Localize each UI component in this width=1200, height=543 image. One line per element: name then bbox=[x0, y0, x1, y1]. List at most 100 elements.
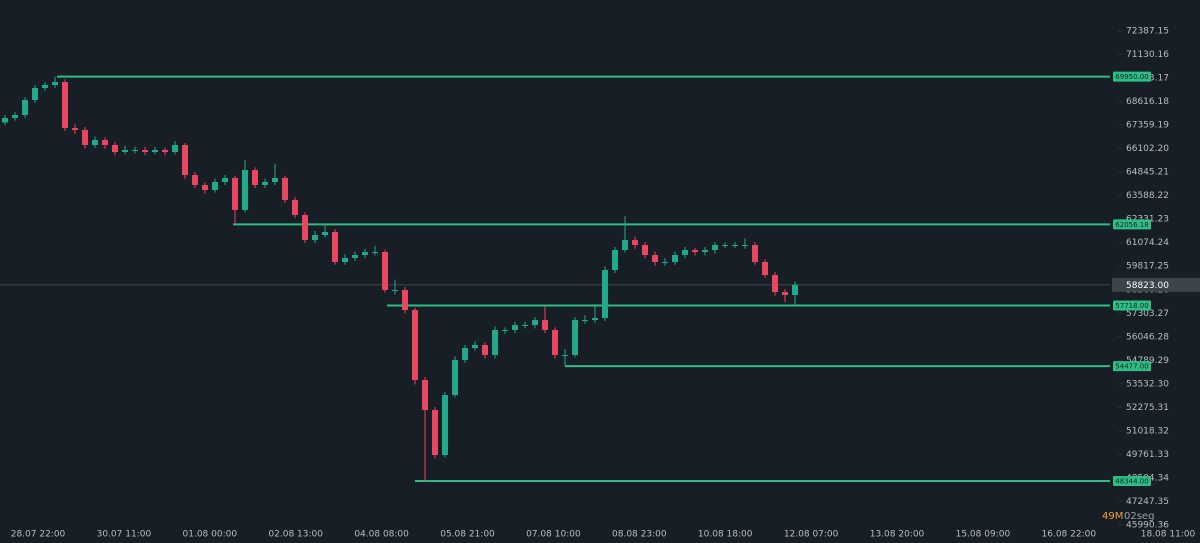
candle-body bbox=[622, 240, 628, 251]
candle-body bbox=[62, 82, 68, 129]
candle-body bbox=[402, 290, 408, 311]
candle-body bbox=[412, 310, 418, 381]
y-tick-label: 68616.18 bbox=[1126, 97, 1169, 107]
candle-body bbox=[502, 330, 508, 332]
candle-body bbox=[742, 245, 748, 247]
level-tag-label: 57718.00 bbox=[1115, 302, 1148, 310]
candle-body bbox=[422, 380, 428, 411]
candle-body bbox=[612, 250, 618, 271]
x-tick-label: 18.08 11:00 bbox=[1141, 530, 1196, 540]
y-tick-label: 47247.35 bbox=[1126, 497, 1169, 507]
candle-body bbox=[472, 345, 478, 349]
candle-body bbox=[92, 140, 98, 146]
x-tick-label: 02.08 13:00 bbox=[268, 530, 323, 540]
x-tick-label: 07.08 10:00 bbox=[526, 530, 581, 540]
y-tick-label: 66102.20 bbox=[1126, 144, 1169, 154]
y-tick-label: 52275.31 bbox=[1126, 403, 1169, 413]
candle-body bbox=[32, 88, 38, 101]
candle-body bbox=[292, 200, 298, 216]
candle-body bbox=[772, 275, 778, 293]
candle-body bbox=[482, 345, 488, 356]
y-tick-label: 67359.19 bbox=[1126, 121, 1169, 131]
candle-body bbox=[452, 360, 458, 396]
candle-body bbox=[652, 255, 658, 263]
current-price-label: 58823.00 bbox=[1126, 281, 1169, 291]
y-tick-label: 56046.28 bbox=[1126, 332, 1169, 342]
candle-body bbox=[602, 270, 608, 319]
y-tick-label: 51018.32 bbox=[1126, 426, 1169, 436]
x-tick-label: 01.08 00:00 bbox=[183, 530, 238, 540]
y-tick-label: 53532.30 bbox=[1126, 379, 1169, 389]
candle-body bbox=[42, 84, 48, 89]
candle-body bbox=[162, 150, 168, 153]
candle-body bbox=[122, 150, 128, 153]
level-tag-label: 69950.00 bbox=[1115, 73, 1148, 81]
candle-body bbox=[302, 215, 308, 241]
candle-body bbox=[202, 185, 208, 191]
y-tick-label: 72387.15 bbox=[1126, 27, 1169, 37]
countdown-minutes: 49M bbox=[1102, 511, 1123, 522]
level-tag bbox=[1113, 219, 1151, 230]
x-tick-label: 12.08 07:00 bbox=[784, 530, 839, 540]
y-tick-label: 64845.21 bbox=[1126, 168, 1169, 178]
x-tick-label: 04.08 08:00 bbox=[354, 530, 409, 540]
candle-body bbox=[192, 175, 198, 186]
candle-body bbox=[792, 284, 798, 296]
candle-body bbox=[522, 325, 528, 327]
candle-body bbox=[722, 245, 728, 247]
x-tick-label: 08.08 23:00 bbox=[612, 530, 667, 540]
candle-body bbox=[692, 250, 698, 253]
candle-body bbox=[352, 255, 358, 259]
x-tick-label: 05.08 21:00 bbox=[440, 530, 495, 540]
candle-body bbox=[632, 240, 638, 246]
candle-body bbox=[682, 250, 688, 256]
candle-body bbox=[252, 170, 258, 186]
y-tick-label: 63588.22 bbox=[1126, 191, 1169, 201]
candle-body bbox=[732, 245, 738, 247]
level-tag bbox=[1113, 475, 1151, 486]
candle-body bbox=[562, 355, 568, 357]
x-tick-label: 28.07 22:00 bbox=[11, 530, 66, 540]
y-tick-label: 57303.27 bbox=[1126, 309, 1169, 319]
candle-body bbox=[372, 252, 378, 254]
y-tick-label: 61074.24 bbox=[1126, 238, 1169, 248]
candle-body bbox=[332, 232, 338, 263]
candle-body bbox=[752, 245, 758, 263]
candle-body bbox=[582, 320, 588, 322]
candle-body bbox=[282, 178, 288, 201]
y-tick-label: 71130.16 bbox=[1126, 50, 1169, 60]
candle-body bbox=[592, 318, 598, 321]
candle-body bbox=[572, 320, 578, 356]
candle-body bbox=[272, 178, 278, 183]
candle-body bbox=[102, 140, 108, 146]
level-tag bbox=[1113, 71, 1151, 82]
candle-body bbox=[242, 170, 248, 211]
level-tag-label: 48344.00 bbox=[1115, 477, 1148, 485]
candle-body bbox=[12, 115, 18, 119]
candle-body bbox=[172, 145, 178, 153]
y-tick-label: 49761.33 bbox=[1126, 450, 1169, 460]
candle-body bbox=[392, 290, 398, 292]
level-tag-label: 62056.18 bbox=[1115, 221, 1148, 229]
candle-body bbox=[22, 100, 28, 116]
candle-body bbox=[702, 250, 708, 253]
level-tag bbox=[1113, 361, 1151, 372]
candle-body bbox=[492, 330, 498, 356]
x-tick-label: 16.08 22:00 bbox=[1042, 530, 1097, 540]
candle-body bbox=[342, 258, 348, 263]
candle-body bbox=[322, 232, 328, 236]
x-tick-label: 30.07 11:00 bbox=[97, 530, 152, 540]
candle-body bbox=[82, 130, 88, 146]
candle-body bbox=[362, 252, 368, 256]
candle-body bbox=[72, 128, 78, 131]
candle-body bbox=[642, 245, 648, 256]
level-tag-label: 54477.00 bbox=[1115, 363, 1148, 371]
candle-body bbox=[662, 262, 668, 264]
candle-body bbox=[232, 178, 238, 211]
current-price-tag bbox=[1112, 277, 1200, 292]
candle-body bbox=[552, 330, 558, 356]
candle-body bbox=[132, 150, 138, 152]
candle-body bbox=[222, 178, 228, 183]
